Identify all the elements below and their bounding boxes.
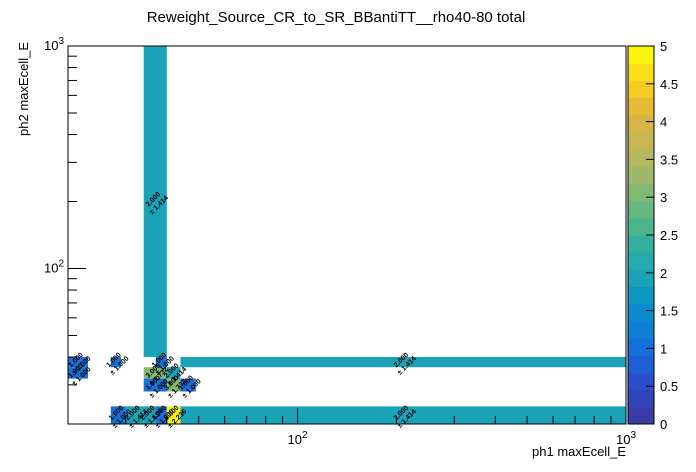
heatmap-cell — [143, 406, 156, 424]
color-scale-swatch — [628, 355, 654, 373]
color-scale-swatch — [628, 338, 654, 356]
color-scale-swatch — [628, 166, 654, 184]
heatmap-cell — [143, 378, 167, 392]
color-scale-swatch — [628, 320, 654, 339]
color-scale-tick-label: 2 — [660, 266, 667, 281]
color-scale-swatch — [628, 269, 654, 288]
color-scale-tick-label: 5 — [660, 39, 667, 54]
color-scale-bar: 0 0.5 1 1.5 2 2.5 3 3.5 4 4.5 5 — [627, 39, 678, 432]
color-scale-swatch — [628, 286, 654, 305]
color-scale-tick-label: 4.5 — [660, 77, 678, 92]
color-scale-tick-label: 3 — [660, 190, 667, 205]
heatmap-cell — [110, 357, 121, 368]
y-tick-label: 102 — [44, 258, 64, 275]
heatmap-cell — [155, 357, 167, 368]
color-scale-swatch — [628, 131, 654, 150]
color-scale-tick-label: 4 — [660, 115, 667, 130]
y-tick-label: 103 — [44, 36, 64, 53]
heatmap-cell — [155, 406, 167, 424]
heatmap-cell — [166, 406, 181, 424]
heatmap-cell — [180, 357, 626, 368]
color-scale-tick-label: 3.5 — [660, 152, 678, 167]
x-tick-label: 102 — [288, 430, 308, 447]
color-scale-tick-label: 0.5 — [660, 379, 678, 394]
plot-frame — [67, 45, 627, 425]
color-scale-swatch — [628, 235, 654, 253]
heatmap-cell — [143, 367, 167, 379]
heatmap-cell — [110, 406, 126, 424]
color-scale-tick-label: 2.5 — [660, 228, 678, 243]
heatmap-cell — [125, 406, 144, 424]
heatmap-cells — [68, 46, 626, 424]
cell-value-label: 2.000± 1.414 — [393, 352, 418, 377]
color-scale-swatch — [628, 252, 654, 270]
color-scale-swatch — [628, 303, 654, 322]
color-scale-swatch — [628, 46, 654, 64]
heatmap-cell — [180, 378, 196, 392]
heatmap-cell — [166, 367, 181, 379]
heatmap-cell — [143, 46, 167, 358]
color-scale-swatch — [628, 80, 654, 99]
y-axis: 102 103 — [44, 36, 86, 425]
heatmap-cell — [180, 406, 626, 424]
heatmap-cell — [68, 357, 88, 368]
chart-title: Reweight_Source_CR_to_SR_BBantiTT__rho40… — [147, 9, 526, 26]
y-axis-title: ph2 maxEcell_E — [16, 42, 31, 136]
color-scale-tick-label: 1 — [660, 341, 667, 356]
x-axis: 102 103 — [67, 408, 636, 447]
color-scale-swatch — [628, 114, 654, 133]
color-scale-swatch — [628, 97, 654, 116]
x-axis-title: ph1 maxEcell_E — [532, 444, 626, 459]
color-scale-swatch — [628, 389, 654, 408]
color-scale-swatch — [628, 372, 654, 391]
color-scale-swatch — [628, 217, 654, 236]
cell-value-label: 1.000± 1.000 — [105, 352, 130, 377]
color-scale-swatch — [628, 406, 654, 425]
x-tick-label: 103 — [616, 430, 636, 447]
color-scale-swatch — [628, 183, 654, 202]
color-scale-tick-label: 0 — [660, 417, 667, 432]
color-scale-swatch — [628, 63, 654, 81]
heatmap-cell — [68, 367, 88, 379]
color-scale-tick-label: 1.5 — [660, 304, 678, 319]
color-scale-swatch — [628, 200, 654, 219]
heatmap-cell — [166, 378, 181, 392]
color-scale-swatch — [628, 149, 654, 167]
